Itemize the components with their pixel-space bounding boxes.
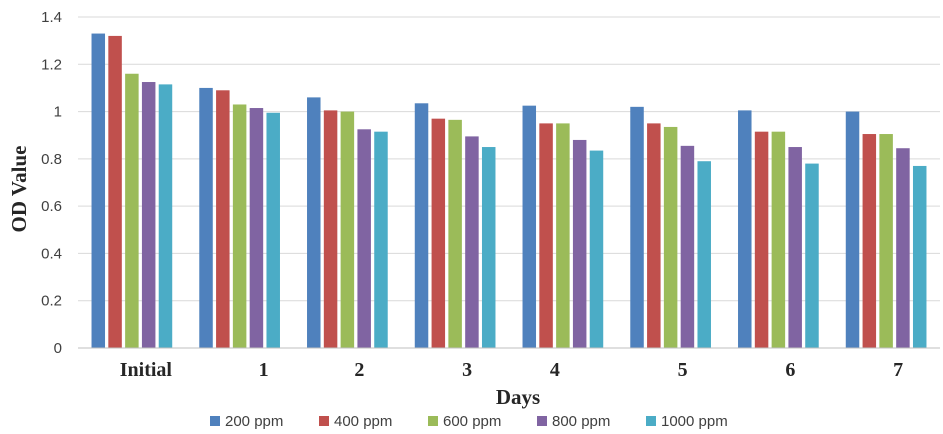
bar: [448, 119, 462, 348]
legend-swatch: [319, 416, 329, 426]
x-tick-label: 1: [259, 359, 269, 381]
bar: [805, 163, 819, 348]
y-tick-label: 1: [54, 104, 62, 121]
y-tick-label: 0.2: [41, 293, 62, 310]
y-tick-label: 0: [54, 340, 62, 357]
bar: [91, 33, 106, 349]
x-tick-label: 3: [462, 359, 472, 381]
x-axis-tick-labels: Initial 1 2 3 4 5 6 7: [120, 359, 903, 381]
bar: [680, 145, 695, 348]
bar: [788, 147, 802, 348]
bar: [249, 108, 264, 349]
legend-swatch: [428, 416, 438, 426]
x-tick-label: 5: [678, 359, 688, 381]
legend-swatch: [646, 416, 656, 426]
legend-label: 200 ppm: [225, 413, 283, 430]
bar: [697, 161, 711, 348]
bar: [845, 111, 860, 348]
x-axis-title: Days: [496, 385, 540, 409]
legend-label: 800 ppm: [552, 413, 610, 430]
legend-swatch: [210, 416, 220, 426]
y-axis-tick-labels: 0 0.2 0.4 0.6 0.8 1 1.2 1.4: [41, 9, 62, 357]
x-tick-label: 6: [785, 359, 795, 381]
y-tick-label: 0.6: [41, 198, 62, 215]
x-tick-label: 7: [893, 359, 903, 381]
y-tick-label: 0.4: [41, 245, 62, 262]
bar: [896, 148, 910, 348]
bar: [572, 139, 587, 348]
bar: [589, 150, 604, 348]
bar: [862, 134, 877, 348]
bar: [266, 112, 280, 348]
bar: [141, 82, 156, 349]
y-axis-title: OD Value: [7, 146, 31, 233]
bar: [465, 136, 479, 348]
bar: [125, 73, 139, 348]
bar: [522, 105, 537, 349]
bar: [771, 131, 786, 348]
legend-label: 400 ppm: [334, 413, 392, 430]
legend-label: 600 ppm: [443, 413, 501, 430]
bar: [738, 110, 752, 348]
x-tick-label: Initial: [120, 359, 173, 381]
bar: [431, 118, 446, 349]
bar: [539, 123, 553, 349]
bar: [481, 147, 496, 348]
x-tick-label: 2: [354, 359, 364, 381]
bar: [630, 106, 644, 348]
bar: [108, 35, 122, 349]
bar: [414, 103, 429, 349]
bar: [340, 111, 355, 348]
bar: [216, 90, 230, 349]
bar: [199, 87, 213, 348]
y-tick-label: 0.8: [41, 151, 62, 168]
bar: [307, 97, 321, 348]
legend-label: 1000 ppm: [661, 413, 728, 430]
bar: [754, 131, 769, 348]
bar-marks: [91, 33, 927, 349]
legend-swatch: [537, 416, 547, 426]
bar: [556, 123, 570, 349]
y-tick-label: 1.4: [41, 9, 62, 26]
y-tick-label: 1.2: [41, 56, 62, 73]
bar: [232, 104, 247, 348]
bar: [647, 123, 661, 349]
x-tick-label: 4: [550, 359, 560, 381]
bar: [912, 165, 927, 348]
bar: [663, 126, 678, 348]
legend: 200 ppm 400 ppm 600 ppm 800 ppm 1000 ppm: [210, 413, 728, 430]
bar: [879, 134, 893, 348]
bar: [374, 131, 388, 348]
bar: [323, 110, 338, 348]
bar: [158, 84, 173, 348]
bar: [357, 129, 371, 348]
